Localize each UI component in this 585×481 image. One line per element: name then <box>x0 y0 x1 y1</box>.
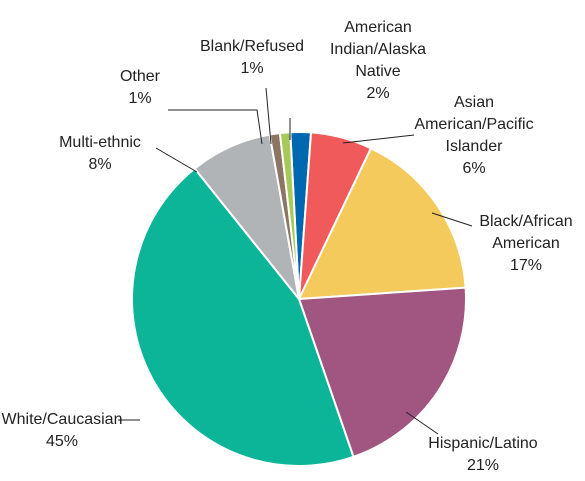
slice-label-line: American <box>344 19 412 36</box>
slice-labels-layer: American Indian/Alaska Native 2% Asian Americ… <box>2 19 573 474</box>
slice-label: Other 1% <box>120 68 161 107</box>
slice-label-line: Native <box>355 63 400 80</box>
leader-line <box>342 134 415 144</box>
slice-label-line: 1% <box>128 90 151 107</box>
slice-label-line: 2% <box>366 85 389 102</box>
leader-line <box>155 147 198 173</box>
slice-label-line: American <box>492 235 560 252</box>
leader-lines-layer <box>118 87 473 435</box>
slice-label-line: Hispanic/Latino <box>428 435 538 452</box>
slice-label: Multi-ethnic 8% <box>59 134 141 173</box>
slices-layer <box>131 131 467 467</box>
slice-label-line: Indian/Alaska <box>330 41 426 58</box>
slice-label-line: American/Pacific <box>414 116 533 133</box>
slice-label-line: 45% <box>46 433 78 450</box>
slice-label: American Indian/Alaska Native 2% <box>330 19 426 102</box>
slice-label-line: White/Caucasian <box>2 411 123 428</box>
leader-line <box>168 109 263 145</box>
slice-label-line: Blank/Refused <box>200 38 304 55</box>
slice-label-line: Black/African <box>479 213 572 230</box>
slice-label: Blank/Refused 1% <box>200 38 304 77</box>
slice-label-line: 6% <box>462 160 485 177</box>
slice-label-line: Islander <box>446 138 504 155</box>
leader-line <box>405 411 439 435</box>
slice-label: Black/African American 17% <box>479 213 572 274</box>
slice-label-line: Multi-ethnic <box>59 134 141 151</box>
pie-slice-white-caucasian <box>131 167 355 467</box>
leader-line <box>265 87 272 145</box>
slice-label-line: Other <box>120 68 161 85</box>
slice-label: Asian American/Pacific Islander 6% <box>414 94 533 177</box>
pie-slice-black-african-american <box>297 146 467 301</box>
slice-label-line: 17% <box>510 257 542 274</box>
slice-label-line: 21% <box>467 457 499 474</box>
slice-label: White/Caucasian 45% <box>2 411 123 450</box>
slice-label-line: Asian <box>454 94 494 111</box>
pie-slice-hispanic-latino <box>297 286 467 459</box>
slice-label: Hispanic/Latino 21% <box>428 435 538 474</box>
slice-label-line: 1% <box>240 60 263 77</box>
leader-line <box>431 212 473 227</box>
slice-label-line: 8% <box>88 156 111 173</box>
